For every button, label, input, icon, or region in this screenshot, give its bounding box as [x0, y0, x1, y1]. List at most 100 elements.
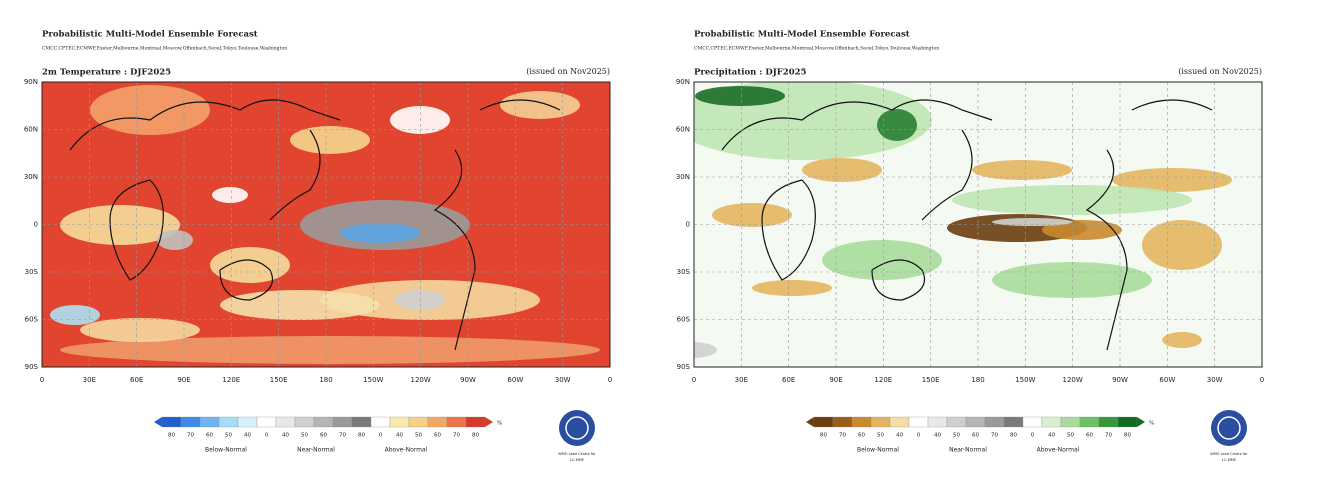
- map-region: [210, 247, 290, 283]
- lon-label: 90E: [177, 376, 190, 384]
- colorbar-tick: 70: [991, 433, 998, 439]
- logo-text: WMO Lead Centre for: [558, 452, 596, 456]
- map-region: [972, 160, 1072, 180]
- colorbar-tick: 70: [839, 433, 846, 439]
- colorbar-tick: 50: [415, 433, 422, 439]
- colorbar-cell: [1117, 416, 1138, 428]
- map-frame: [41, 81, 611, 368]
- category-label: Near-Normal: [297, 447, 335, 454]
- map-region: [50, 305, 100, 325]
- colorbar-cell: [870, 416, 891, 428]
- map-region: [60, 336, 600, 364]
- lon-label: 180: [319, 376, 332, 384]
- map-region: [220, 290, 380, 320]
- map-region: [877, 109, 917, 141]
- colorbar-tick: 40: [1048, 433, 1055, 439]
- map-region: [340, 223, 420, 243]
- colorbar-cell: [275, 416, 296, 428]
- map-region: [992, 218, 1072, 226]
- colorbar-tick: 80: [358, 433, 365, 439]
- map-region: [1112, 168, 1232, 192]
- map-region: [80, 318, 200, 342]
- lon-label: 90E: [829, 376, 842, 384]
- colorbar-tick: 70: [453, 433, 460, 439]
- map-region: [952, 185, 1192, 215]
- map-region: [157, 230, 193, 250]
- colorbar-cell: [465, 416, 486, 428]
- colorbar-arrow: [806, 417, 814, 427]
- colorbar-cell: [294, 416, 315, 428]
- map-title: 2m Temperature : DJF2025: [42, 68, 171, 78]
- category-label: Above-Normal: [385, 447, 428, 454]
- map-title: Precipitation : DJF2025: [694, 68, 807, 78]
- lat-label: 30N: [24, 173, 38, 181]
- lon-label: 60W: [1159, 376, 1175, 384]
- colorbar-tick: 40: [282, 433, 289, 439]
- lat-label: 30N: [676, 173, 690, 181]
- map-region: [802, 158, 882, 182]
- colorbar-tick: 50: [953, 433, 960, 439]
- lon-label: 120W: [1063, 376, 1083, 384]
- category-label: Above-Normal: [1037, 447, 1080, 454]
- lon-label: 120E: [222, 376, 240, 384]
- colorbar-cell: [813, 416, 834, 428]
- lat-label: 60N: [24, 126, 38, 134]
- map-region: [390, 106, 450, 134]
- colorbar-tick: 60: [858, 433, 865, 439]
- colorbar-cell: [1079, 416, 1100, 428]
- lat-label: 30S: [25, 268, 39, 276]
- colorbar-cell: [161, 416, 182, 428]
- panel-subtitle: CMCC,CPTEC,ECMWF,Exeter,Melbourne,Montre…: [694, 46, 939, 52]
- colorbar-tick: 60: [320, 433, 327, 439]
- colorbar-cell: [237, 416, 258, 428]
- colorbar-cell: [1060, 416, 1081, 428]
- colorbar-cell: [1041, 416, 1062, 428]
- colorbar-tick: 70: [1105, 433, 1112, 439]
- map-region: [752, 280, 832, 296]
- wmo-logo-globe: [1217, 416, 1241, 440]
- colorbar-arrow: [154, 417, 162, 427]
- logo-text: LC-MME: [1222, 458, 1236, 462]
- colorbar-unit: %: [497, 421, 502, 427]
- map-region: [822, 240, 942, 280]
- colorbar-tick: 50: [1067, 433, 1074, 439]
- panel-title: Probabilistic Multi-Model Ensemble Forec…: [694, 30, 910, 40]
- colorbar-cell: [984, 416, 1005, 428]
- lon-label: 0: [1260, 376, 1264, 384]
- lon-label: 0: [692, 376, 696, 384]
- map: [694, 82, 1262, 367]
- colorbar-cell: [965, 416, 986, 428]
- colorbar-tick: 80: [1010, 433, 1017, 439]
- colorbar-cell: [408, 416, 429, 428]
- colorbar-tick: 0: [379, 433, 383, 439]
- colorbar-arrow: [1137, 417, 1145, 427]
- colorbar-cell: [1098, 416, 1119, 428]
- map-region: [60, 205, 180, 245]
- panel-title: Probabilistic Multi-Model Ensemble Forec…: [42, 30, 258, 40]
- lon-label: 150W: [363, 376, 383, 384]
- colorbar-cell: [927, 416, 948, 428]
- category-label: Below-Normal: [857, 447, 899, 454]
- wmo-logo: [1211, 410, 1247, 446]
- lon-label: 0: [40, 376, 44, 384]
- map-region: [712, 203, 792, 227]
- lon-label: 30W: [555, 376, 571, 384]
- lon-label: 120W: [411, 376, 431, 384]
- coastline: [69, 99, 561, 351]
- colorbar-cell: [889, 416, 910, 428]
- lon-label: 30E: [735, 376, 748, 384]
- lon-label: 60E: [130, 376, 143, 384]
- lat-label: 90S: [677, 363, 691, 371]
- lon-label: 30E: [83, 376, 96, 384]
- colorbar-cell: [1022, 416, 1043, 428]
- colorbar-cell: [851, 416, 872, 428]
- lon-label: 150W: [1015, 376, 1035, 384]
- colorbar-cell: [427, 416, 448, 428]
- colorbar-tick: 80: [820, 433, 827, 439]
- lat-label: 0: [34, 221, 38, 229]
- issued-date: (issued on Nov2025): [526, 67, 610, 76]
- colorbar-unit: %: [1149, 421, 1154, 427]
- colorbar-tick: 50: [301, 433, 308, 439]
- colorbar-tick: 0: [1031, 433, 1035, 439]
